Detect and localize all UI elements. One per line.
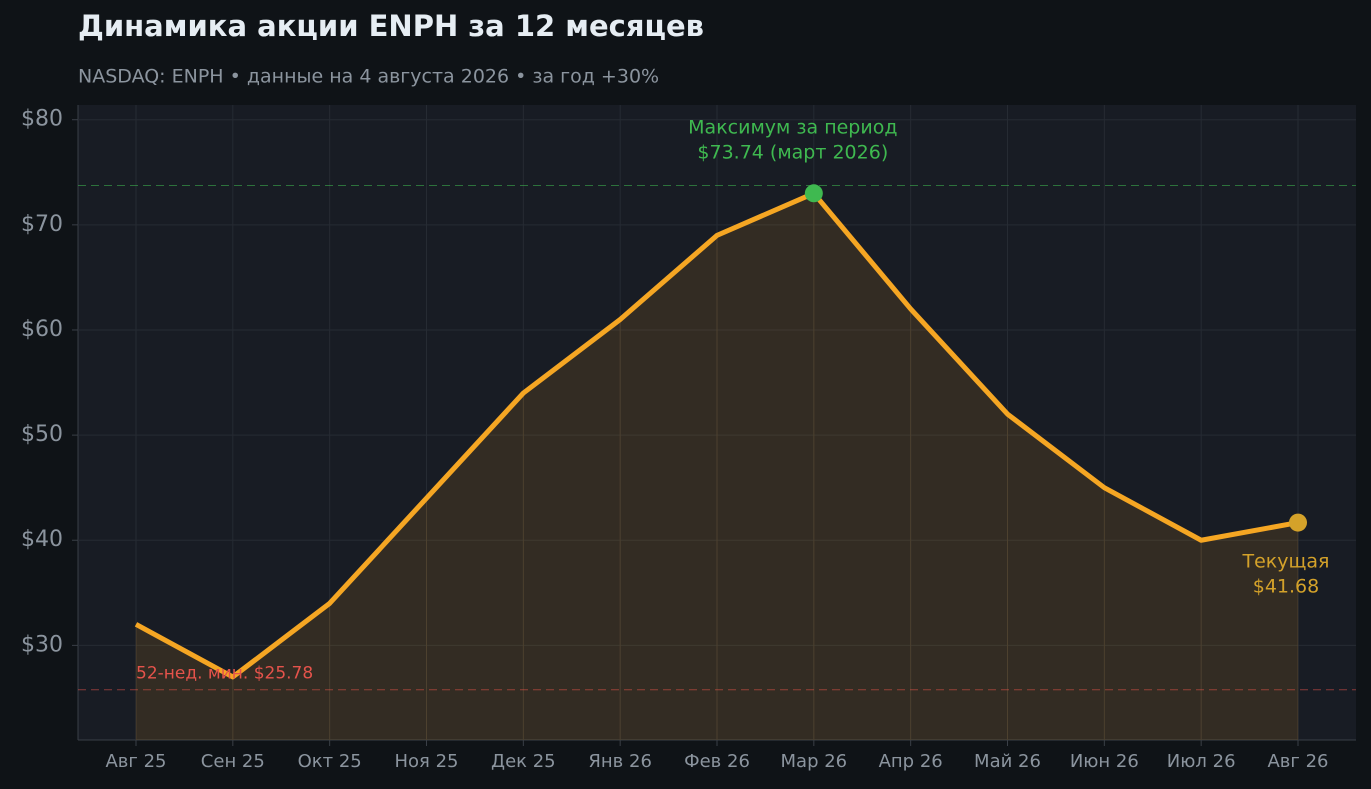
area xyxy=(136,193,1298,740)
current-label: Текущая xyxy=(1242,551,1330,573)
min-label: 52-нед. мин. $25.78 xyxy=(136,664,313,684)
max-point xyxy=(804,184,823,203)
x-tick-label: Сен 25 xyxy=(201,751,265,772)
x-tick-label: Фев 26 xyxy=(684,751,750,772)
y-tick-label: $70 xyxy=(21,212,63,237)
max-label: Максимум за период xyxy=(688,117,897,139)
x-tick-label: Янв 26 xyxy=(588,751,652,772)
y-tick-label: $30 xyxy=(21,632,63,657)
x-tick-label: Ноя 25 xyxy=(394,751,458,772)
max-label: $73.74 (март 2026) xyxy=(697,142,888,164)
y-tick-label: $40 xyxy=(21,527,63,552)
x-tick-label: Апр 26 xyxy=(879,751,943,772)
y-tick-label: $60 xyxy=(21,317,63,342)
chart-title: Динамика акции ENPH за 12 месяцев xyxy=(78,9,704,43)
current-point xyxy=(1289,513,1307,532)
x-tick-label: Авг 25 xyxy=(105,751,166,772)
x-tick-label: Июл 26 xyxy=(1167,751,1236,772)
chart-subtitle: NASDAQ: ENPH • данные на 4 августа 2026 … xyxy=(78,66,659,88)
x-tick-label: Мар 26 xyxy=(781,751,848,772)
y-tick-label: $50 xyxy=(21,422,63,447)
x-tick-label: Авг 26 xyxy=(1267,751,1328,772)
y-tick-label: $80 xyxy=(21,107,63,132)
x-tick-label: Дек 25 xyxy=(491,751,556,772)
x-tick-label: Окт 25 xyxy=(298,751,362,772)
current-label: $41.68 xyxy=(1253,576,1319,598)
line xyxy=(134,190,1299,680)
x-tick-label: Июн 26 xyxy=(1070,751,1139,772)
x-tick-label: Май 26 xyxy=(974,751,1041,772)
